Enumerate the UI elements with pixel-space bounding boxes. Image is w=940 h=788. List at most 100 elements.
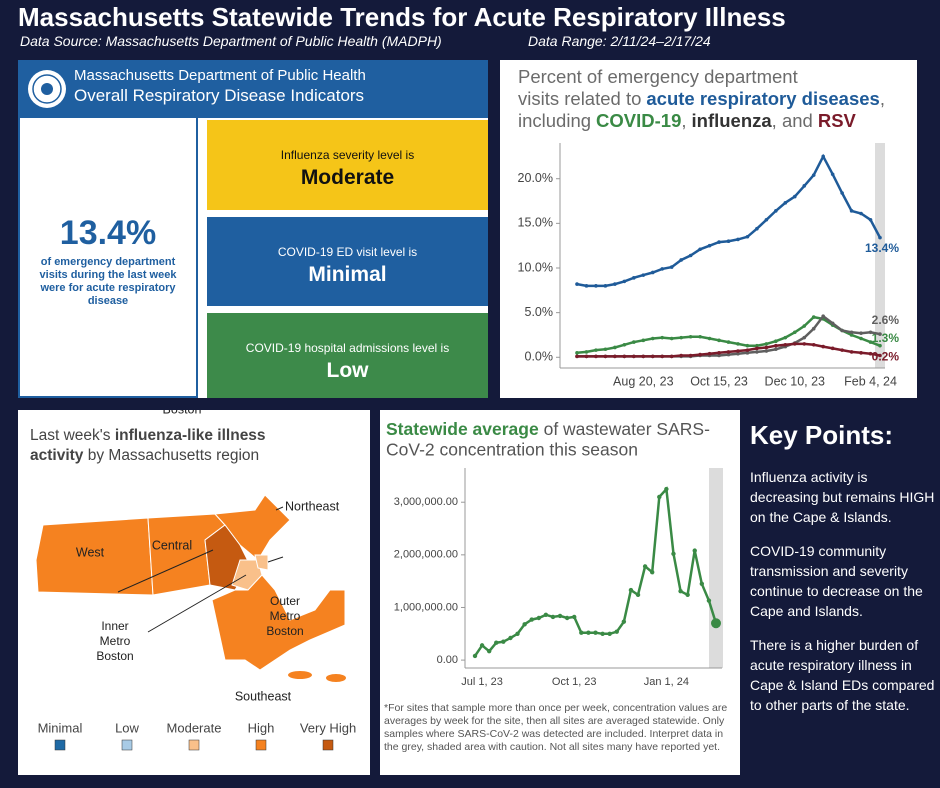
data-point <box>868 340 873 344</box>
data-point <box>802 184 807 188</box>
data-point <box>707 351 712 356</box>
org-name: Massachusetts Department of Public Healt… <box>74 67 366 84</box>
legend-label: Minimal <box>38 720 83 735</box>
data-point <box>878 353 882 358</box>
series-name: RSV <box>818 110 857 131</box>
data-point <box>698 247 702 252</box>
data-point <box>679 353 683 358</box>
data-point <box>726 352 731 357</box>
data-point <box>859 331 863 335</box>
data-point <box>878 332 882 336</box>
data-point <box>657 494 662 500</box>
data-point <box>543 612 549 618</box>
title-text: , and <box>772 110 813 131</box>
data-point <box>584 284 589 288</box>
region-label: Outer Metro Boston <box>266 594 303 638</box>
data-point <box>868 217 873 222</box>
title-text: by Massachusetts region <box>83 447 259 464</box>
data-point <box>726 239 731 244</box>
data-point <box>594 284 598 288</box>
data-point <box>628 587 634 593</box>
title-text: Percent of emergency department <box>518 66 798 87</box>
indicator-box: COVID-19 ED visit level is Minimal <box>207 217 488 306</box>
data-point <box>840 328 844 333</box>
data-point <box>688 334 693 339</box>
data-point <box>745 348 750 352</box>
legend-label: Very High <box>300 720 356 735</box>
data-point <box>840 191 844 195</box>
data-point <box>717 353 721 358</box>
data-point <box>849 350 854 354</box>
region-label: Inner Metro Boston <box>96 619 133 663</box>
data-point <box>774 339 778 344</box>
title-text: , <box>681 110 686 131</box>
data-point <box>660 335 665 340</box>
data-point <box>613 345 617 350</box>
title-text: Last week's <box>30 427 115 444</box>
data-point <box>584 354 589 359</box>
leader-line <box>117 549 214 593</box>
wastewater-panel: Statewide average of wastewater SARS- CoV… <box>380 410 740 775</box>
data-point <box>614 629 619 634</box>
data-source: Data Source: Massachusetts Department of… <box>20 33 442 49</box>
data-point <box>859 211 863 216</box>
data-point <box>868 330 873 335</box>
data-point <box>830 172 835 177</box>
indicator-heading: Overall Respiratory Disease Indicators <box>74 86 365 105</box>
indicator-level: Minimal <box>308 263 387 286</box>
chart-title: CoV-2 concentration this season <box>386 440 638 460</box>
data-point <box>811 326 816 331</box>
data-point <box>579 630 584 635</box>
data-point <box>688 253 693 258</box>
data-point <box>821 344 825 349</box>
data-point <box>671 551 676 556</box>
data-point <box>868 351 873 356</box>
end-label: 13.4% <box>865 241 899 255</box>
big-value-box: 13.4% of emergency department visits dur… <box>18 118 198 398</box>
page-title: Massachusetts Statewide Trends for Acute… <box>18 2 786 32</box>
title-text: including <box>518 110 591 131</box>
region-label: Boston <box>163 410 202 416</box>
indicator-header: Massachusetts Department of Public Healt… <box>18 60 488 118</box>
big-caption: of emergency department visits during th… <box>39 256 177 307</box>
data-point <box>603 347 608 352</box>
legend-swatch <box>188 739 200 751</box>
data-point <box>613 354 617 359</box>
island <box>326 674 346 682</box>
data-point <box>764 349 769 353</box>
data-point <box>802 342 807 346</box>
data-point <box>669 354 674 359</box>
data-point <box>764 342 769 346</box>
data-point <box>755 350 759 354</box>
series-line <box>576 315 881 355</box>
data-point <box>669 336 674 341</box>
legend-swatch <box>54 739 66 751</box>
y-tick-label: 10.0% <box>518 260 553 274</box>
indicator-panel: Massachusetts Department of Public Healt… <box>18 60 488 398</box>
big-value: 13.4% <box>59 214 157 252</box>
data-point <box>642 564 648 569</box>
data-point <box>849 330 854 335</box>
data-point <box>593 630 598 635</box>
data-point <box>622 342 627 347</box>
leader-line <box>147 574 247 633</box>
data-point <box>650 270 655 275</box>
data-point <box>632 340 636 344</box>
x-tick-label: Oct 1, 23 <box>552 676 597 688</box>
data-point <box>792 194 797 199</box>
y-tick-label: 15.0% <box>518 216 553 230</box>
series-name: COVID-19 <box>596 110 681 131</box>
data-point <box>774 209 778 213</box>
data-point <box>840 348 844 352</box>
indicator-level: Moderate <box>300 166 395 189</box>
data-point <box>603 354 608 359</box>
series-name: acute respiratory diseases <box>646 88 879 109</box>
data-point <box>536 615 541 621</box>
map-title: Last week's influenza-like illness <box>30 427 266 444</box>
data-point <box>692 548 697 553</box>
data-point <box>650 570 655 575</box>
x-tick-label: Oct 15, 23 <box>690 374 748 388</box>
data-point <box>607 631 612 636</box>
data-point <box>594 348 598 352</box>
